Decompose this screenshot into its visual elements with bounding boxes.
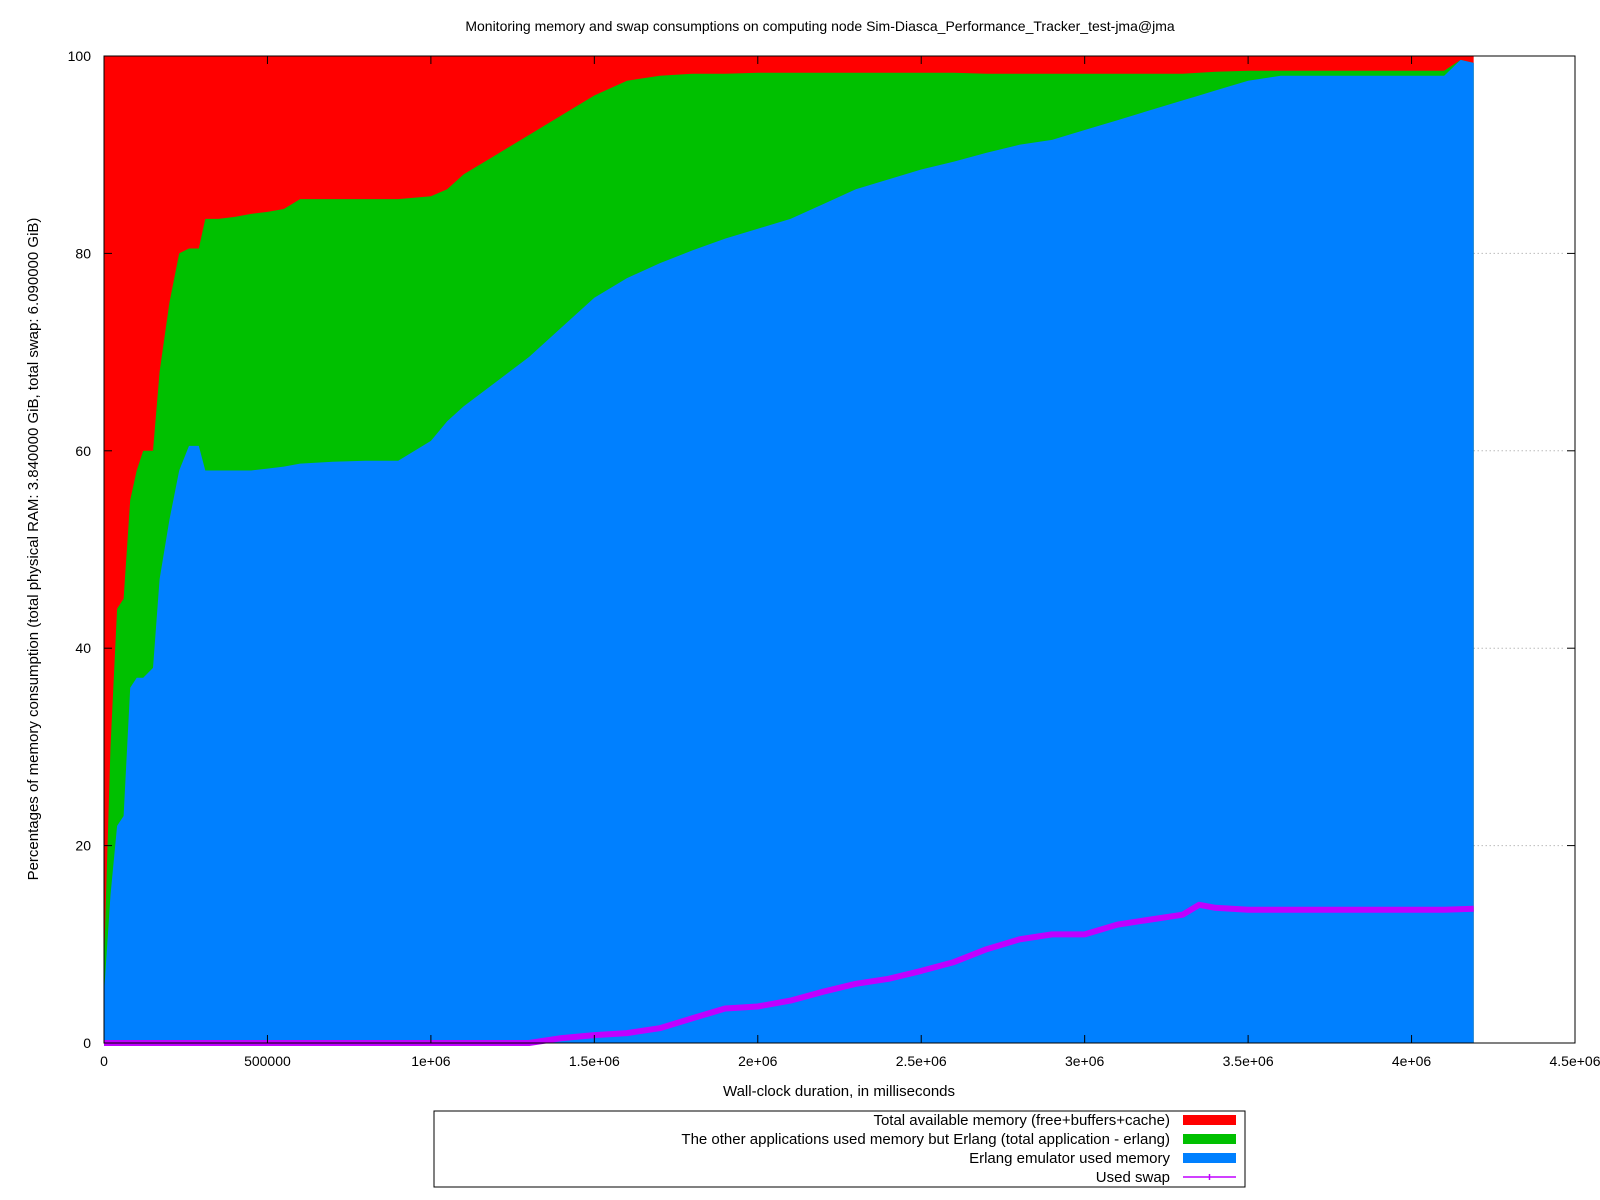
chart-title: Monitoring memory and swap consumptions … xyxy=(465,18,1175,34)
x-tick-label: 4.5e+06 xyxy=(1550,1053,1600,1069)
x-tick-label: 1.5e+06 xyxy=(569,1053,620,1069)
y-axis-label: Percentages of memory consumption (total… xyxy=(25,218,42,881)
swap-line xyxy=(104,901,1474,1046)
x-tick-label: 3e+06 xyxy=(1065,1053,1105,1069)
swap-line-layer xyxy=(104,901,1474,1046)
y-tick-label: 20 xyxy=(75,838,91,854)
legend-swatch xyxy=(1183,1115,1236,1125)
legend-swatch xyxy=(1183,1153,1236,1163)
x-tick-label: 0 xyxy=(100,1053,108,1069)
x-tick-label: 1e+06 xyxy=(411,1053,451,1069)
stacked-areas xyxy=(104,56,1474,1043)
x-tick-label: 500000 xyxy=(244,1053,291,1069)
grid-lines xyxy=(1473,252,1565,847)
axis-ticks: 0 500000 1e+06 1.5e+06 2e+06 2.5e+06 3e+06 3.5e… xyxy=(68,48,1600,1069)
x-tick-label: 3.5e+06 xyxy=(1223,1053,1274,1069)
x-axis-label: Wall-clock duration, in milliseconds xyxy=(723,1083,955,1100)
legend-swatch xyxy=(1183,1134,1236,1144)
legend-label: Erlang emulator used memory xyxy=(969,1150,1170,1167)
legend-label: Total available memory (free+buffers+cac… xyxy=(873,1112,1170,1129)
legend-box xyxy=(433,1110,1246,1188)
y-tick-label: 40 xyxy=(75,640,91,656)
y-tick-label: 60 xyxy=(75,443,91,459)
chart-legend: Total available memory (free+buffers+cac… xyxy=(433,1110,1246,1188)
x-tick-label: 2e+06 xyxy=(738,1053,778,1069)
legend-label: The other applications used memory but E… xyxy=(681,1131,1170,1148)
y-tick-label: 0 xyxy=(83,1035,91,1051)
x-tick-label: 2.5e+06 xyxy=(896,1053,947,1069)
y-tick-label: 100 xyxy=(68,48,92,64)
x-tick-label: 4e+06 xyxy=(1392,1053,1432,1069)
plot-border xyxy=(103,55,1576,1044)
legend-label: Used swap xyxy=(1096,1169,1170,1186)
y-tick-label: 80 xyxy=(75,245,91,261)
legend-entries: Total available memory (free+buffers+cac… xyxy=(681,1112,1236,1186)
area-erlang-emulator xyxy=(104,59,1474,1043)
